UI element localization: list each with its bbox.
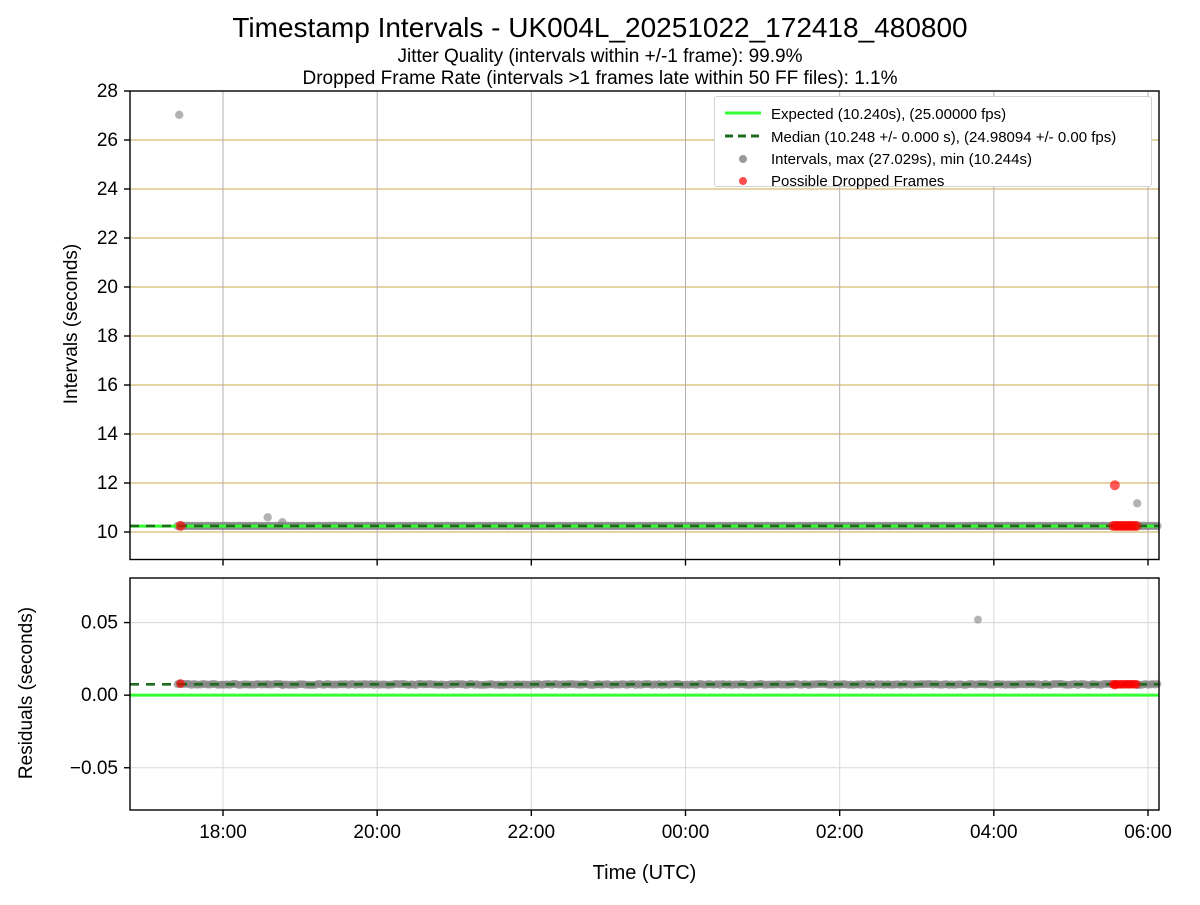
- svg-text:18:00: 18:00: [199, 822, 247, 843]
- svg-text:22: 22: [97, 228, 118, 249]
- svg-text:24: 24: [97, 179, 119, 200]
- svg-text:0.00: 0.00: [81, 685, 118, 706]
- svg-text:16: 16: [97, 375, 118, 396]
- svg-text:20: 20: [97, 277, 118, 298]
- svg-text:12: 12: [97, 473, 118, 494]
- svg-text:14: 14: [97, 424, 119, 445]
- svg-text:04:00: 04:00: [970, 822, 1018, 843]
- svg-text:10: 10: [97, 522, 118, 543]
- svg-text:−0.05: −0.05: [70, 758, 118, 779]
- svg-text:22:00: 22:00: [508, 822, 556, 843]
- svg-text:00:00: 00:00: [662, 822, 710, 843]
- svg-text:20:00: 20:00: [353, 822, 401, 843]
- svg-text:02:00: 02:00: [816, 822, 864, 843]
- svg-text:26: 26: [97, 130, 118, 151]
- svg-text:06:00: 06:00: [1124, 822, 1172, 843]
- svg-text:18: 18: [97, 326, 118, 347]
- svg-text:0.05: 0.05: [81, 613, 118, 634]
